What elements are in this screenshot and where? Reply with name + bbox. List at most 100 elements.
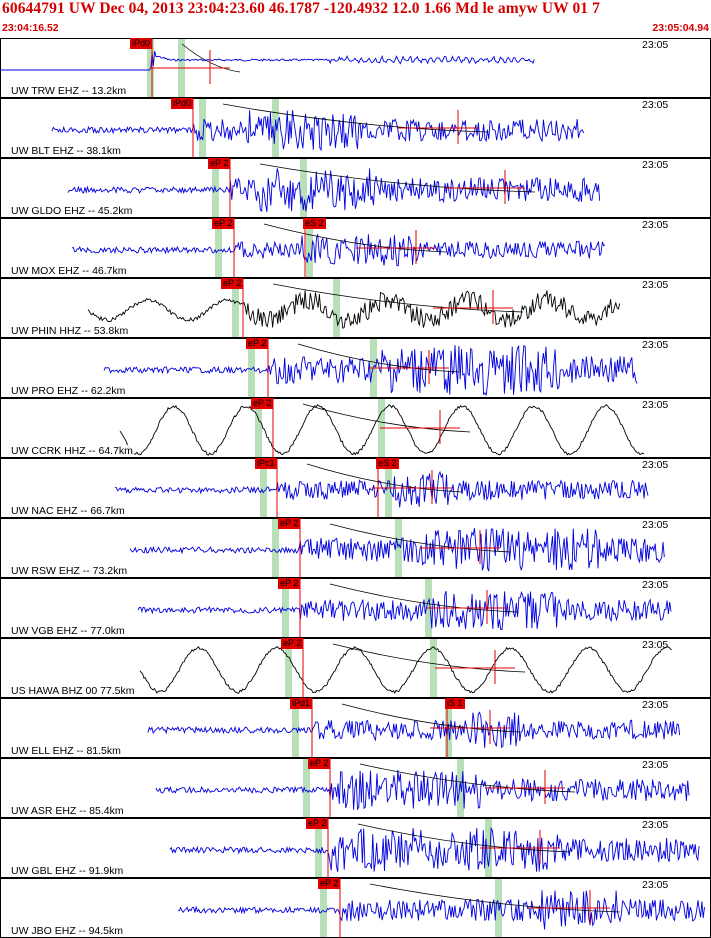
- pick-label[interactable]: eS 2: [303, 218, 326, 229]
- predicted-arrival-shade: [315, 819, 322, 877]
- waveform-trace: [103, 344, 638, 397]
- station-label: UW PRO EHZ -- 62.2km: [10, 385, 127, 397]
- waveform-trace: [114, 470, 649, 508]
- coda-curve: [359, 763, 576, 793]
- coda-curve: [306, 463, 463, 493]
- trace-plot: [0, 698, 711, 758]
- pick-label[interactable]: eP 2: [306, 818, 329, 829]
- seismogram-panel[interactable]: eP 2 23:05 UW VGB EHZ -- 77.0km: [0, 578, 711, 638]
- coda-curve: [332, 643, 526, 673]
- pick-label[interactable]: iPc1: [255, 458, 277, 469]
- waveform-trace: [178, 890, 705, 930]
- predicted-arrival-shade: [320, 879, 327, 937]
- panel-time-label: 23:05: [642, 99, 669, 111]
- panel-time-label: 23:05: [642, 159, 669, 171]
- waveform-trace: [51, 110, 585, 152]
- seismogram-panel[interactable]: eP 2 23:05 UW PHIN HHZ -- 53.8km: [0, 278, 711, 338]
- waveform-trace: [129, 528, 665, 572]
- time-start-label: 23:04:16.52: [2, 22, 59, 34]
- seismogram-panel[interactable]: eP 2 23:05 UW PRO EHZ -- 62.2km: [0, 338, 711, 398]
- station-label: UW NAC EHZ -- 66.7km: [10, 505, 126, 517]
- pick-label[interactable]: eP 2: [251, 398, 274, 409]
- seismogram-panel[interactable]: iPd0 23:05 UW BLT EHZ -- 38.1km: [0, 98, 711, 158]
- seismogram-panel[interactable]: eP 2 23:05 UW GLDO EHZ -- 45.2km: [0, 158, 711, 218]
- pick-label[interactable]: eP 2: [308, 758, 331, 769]
- seismogram-panel[interactable]: eP 2 23:05 UW GBL EHZ -- 91.9km: [0, 818, 711, 878]
- predicted-arrival-shade: [430, 639, 437, 697]
- predicted-arrival-shade: [232, 279, 239, 337]
- station-label: US HAWA BHZ 00 77.5km: [10, 685, 136, 697]
- coda-curve: [329, 523, 511, 553]
- coda-curve: [341, 703, 521, 733]
- pick-label[interactable]: eP 2: [246, 338, 269, 349]
- predicted-arrival-shade: [248, 339, 255, 397]
- station-label: UW ASR EHZ -- 85.4km: [10, 805, 125, 817]
- panel-time-label: 23:05: [642, 759, 669, 771]
- waveform-trace: [0, 50, 535, 71]
- pick-label[interactable]: eP 2: [208, 158, 231, 169]
- seismogram-panel[interactable]: iPc1 eS 2 23:05 UW NAC EHZ -- 66.7km: [0, 458, 711, 518]
- coda-curve: [263, 223, 447, 253]
- coda-curve: [272, 283, 524, 313]
- station-label: UW ELL EHZ -- 81.5km: [10, 745, 122, 757]
- coda-curve: [302, 403, 471, 433]
- coda-curve: [357, 823, 571, 853]
- pick-label[interactable]: eP 2: [278, 518, 301, 529]
- pick-label[interactable]: eP 2: [212, 218, 235, 229]
- waveform-trace: [119, 404, 645, 456]
- seismogram-panel[interactable]: iPd1 iS 1 23:05 UW ELL EHZ -- 81.5km: [0, 698, 711, 758]
- seismogram-panel[interactable]: eP 2 23:05 UW RSW EHZ -- 73.2km: [0, 518, 711, 578]
- station-label: UW TRW EHZ -- 13.2km: [10, 85, 128, 97]
- waveform-trace: [71, 234, 606, 267]
- coda-curve: [369, 883, 621, 913]
- coda-curve: [329, 583, 518, 613]
- seismogram-panel[interactable]: eP 2 23:05 UW JBO EHZ -- 94.5km: [0, 878, 711, 938]
- predicted-arrival-shade: [282, 579, 289, 637]
- station-label: UW CCRK HHZ -- 64.7km: [10, 445, 134, 457]
- station-label: UW BLT EHZ -- 38.1km: [10, 145, 122, 157]
- station-label: UW VGB EHZ -- 77.0km: [10, 625, 126, 637]
- panel-time-label: 23:05: [642, 279, 669, 291]
- predicted-arrival-shade: [457, 759, 464, 817]
- pick-label[interactable]: eS 2: [376, 458, 399, 469]
- seismogram-panel[interactable]: eP 2 23:05 UW ASR EHZ -- 85.4km: [0, 758, 711, 818]
- seismogram-panel[interactable]: eP 2 23:05 UW CCRK HHZ -- 64.7km: [0, 398, 711, 458]
- coda-curve: [181, 43, 241, 73]
- panel-time-label: 23:05: [642, 819, 669, 831]
- seismogram-panels: iPd0 23:05 UW TRW EHZ -- 13.2km iPd0 23:05 UW…: [0, 38, 711, 938]
- predicted-arrival-shade: [260, 459, 267, 517]
- pick-label[interactable]: iPd0: [171, 98, 194, 109]
- pick-label[interactable]: eP 2: [281, 638, 304, 649]
- coda-curve: [222, 103, 489, 133]
- pick-label[interactable]: eP 2: [221, 278, 244, 289]
- pick-label[interactable]: iPd0: [130, 38, 153, 49]
- station-label: UW GBL EHZ -- 91.9km: [10, 865, 125, 877]
- station-label: UW RSW EHZ -- 73.2km: [10, 565, 129, 577]
- time-end-label: 23:05:04.94: [652, 22, 709, 34]
- pick-label[interactable]: eP 2: [278, 578, 301, 589]
- seismogram-panel[interactable]: eP 2 23:05 US HAWA BHZ 00 77.5km: [0, 638, 711, 698]
- panel-time-label: 23:05: [642, 39, 669, 51]
- pick-label[interactable]: iS 1: [445, 698, 465, 709]
- event-title: 60644791 UW Dec 04, 2013 23:04:23.60 46.…: [2, 0, 600, 17]
- predicted-arrival-shade: [285, 639, 292, 697]
- predicted-arrival-shade: [199, 99, 206, 157]
- pick-label[interactable]: iPd1: [290, 698, 313, 709]
- seismogram-panel[interactable]: eP 2 eS 2 23:05 UW MOX EHZ -- 46.7km: [0, 218, 711, 278]
- waveform-trace: [169, 826, 700, 872]
- seismogram-panel[interactable]: iPd0 23:05 UW TRW EHZ -- 13.2km: [0, 38, 711, 98]
- predicted-arrival-shade: [306, 219, 313, 277]
- coda-curve: [297, 343, 460, 373]
- station-label: UW PHIN HHZ -- 53.8km: [10, 325, 130, 337]
- panel-time-label: 23:05: [642, 879, 669, 891]
- predicted-arrival-shade: [395, 519, 402, 577]
- panel-time-label: 23:05: [642, 519, 669, 531]
- panel-time-label: 23:05: [642, 219, 669, 231]
- panel-time-label: 23:05: [642, 459, 669, 471]
- panel-time-label: 23:05: [642, 639, 669, 651]
- panel-time-label: 23:05: [642, 699, 669, 711]
- predicted-arrival-shade: [300, 159, 307, 217]
- panel-time-label: 23:05: [642, 579, 669, 591]
- pick-label[interactable]: eP 2: [318, 878, 341, 889]
- station-label: UW MOX EHZ -- 46.7km: [10, 265, 128, 277]
